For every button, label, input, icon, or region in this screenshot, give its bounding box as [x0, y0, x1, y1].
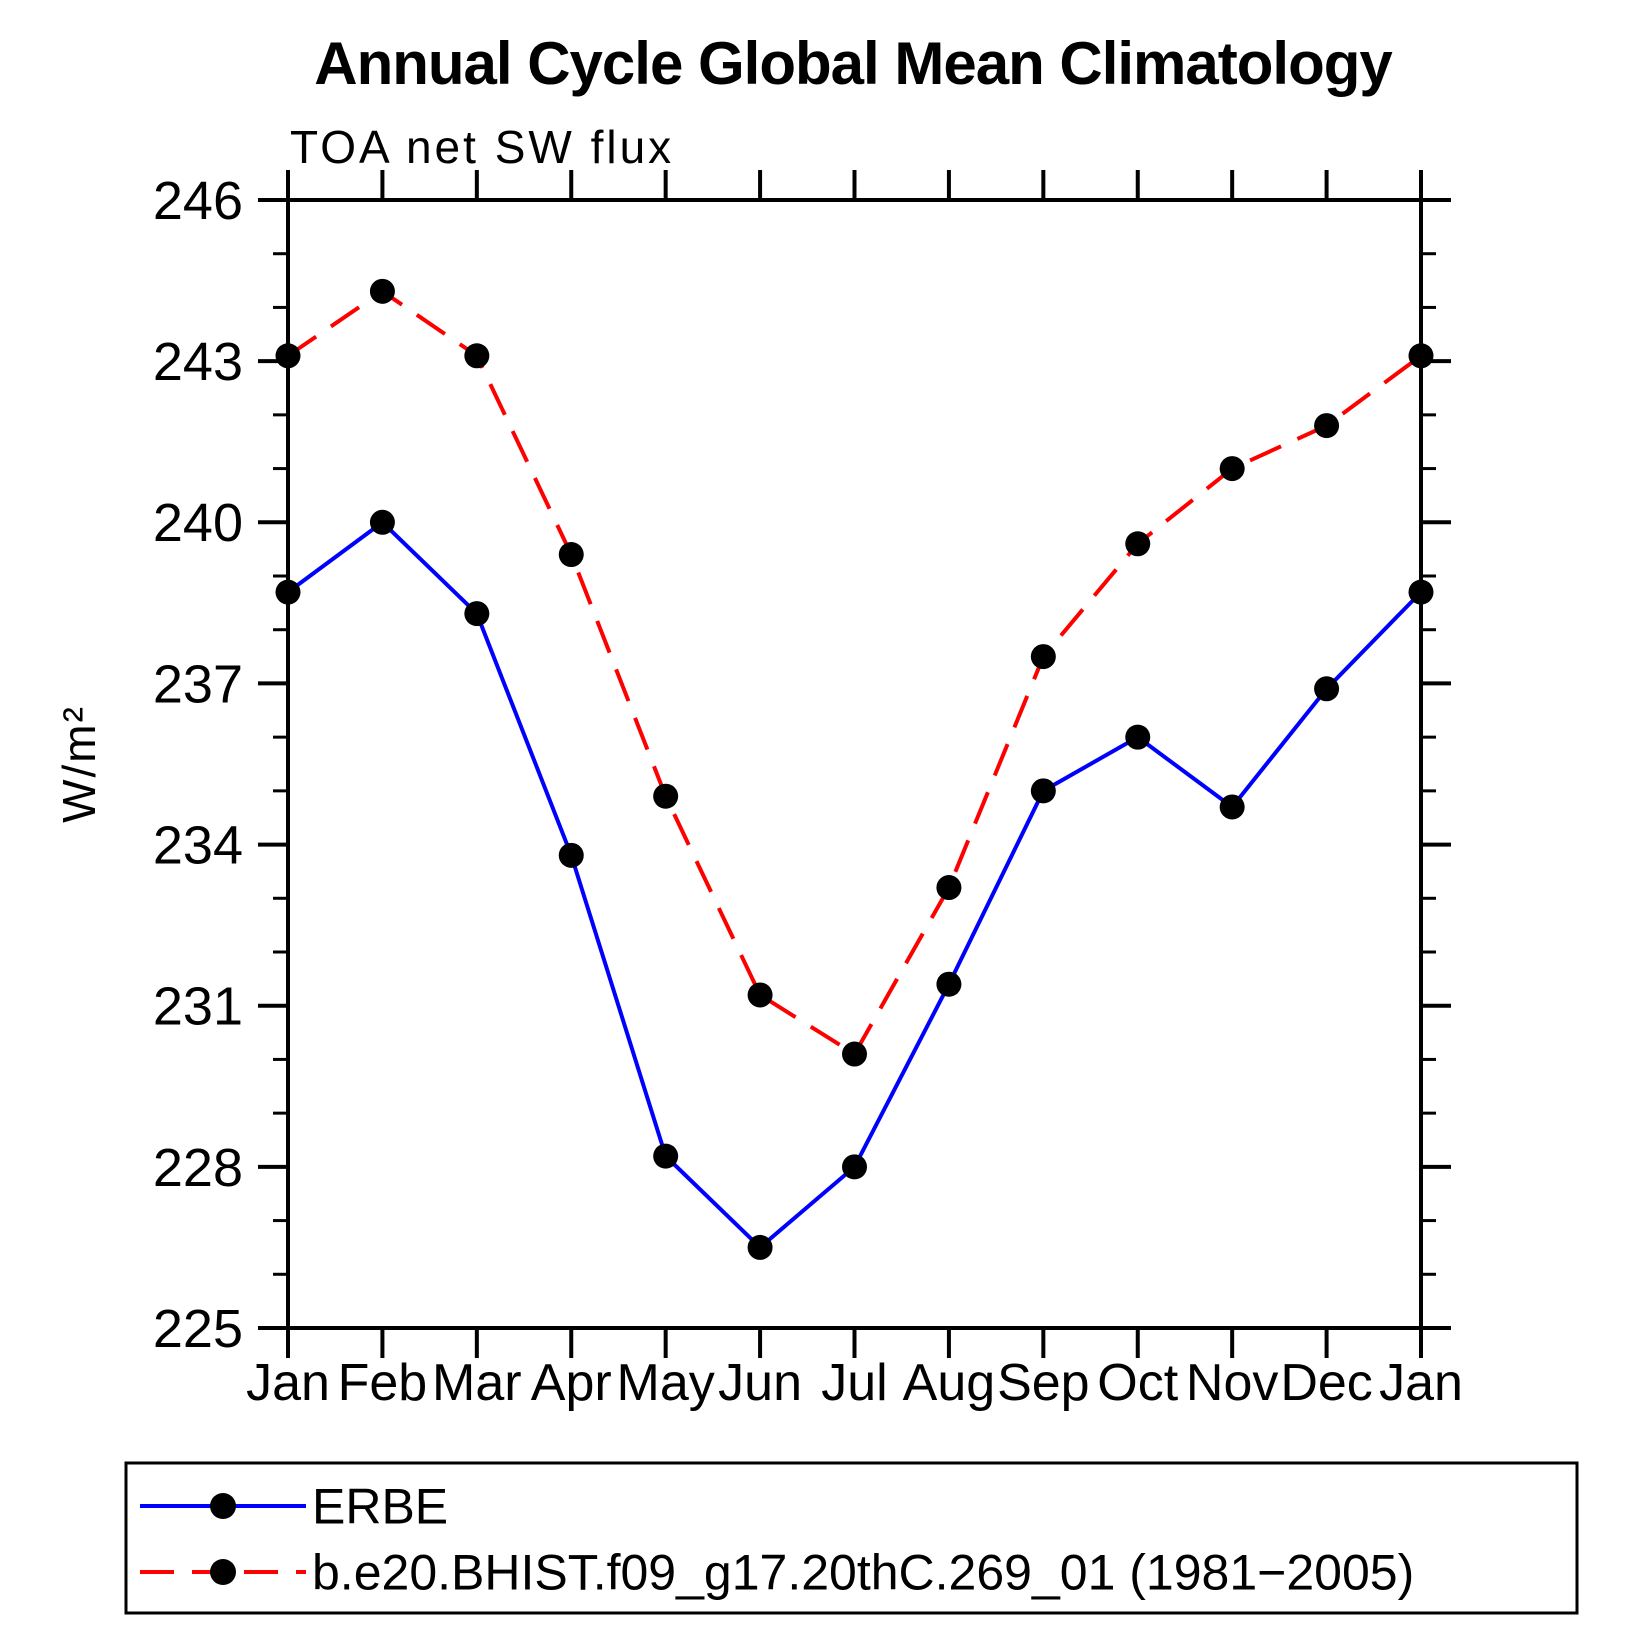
- data-point-model: [1125, 531, 1151, 557]
- data-point-erbe: [558, 842, 584, 868]
- y-tick-label: 234: [153, 815, 243, 875]
- data-point-model: [747, 982, 773, 1008]
- legend-item-erbe: ERBE: [140, 1479, 448, 1535]
- series-layer: [275, 278, 1434, 1260]
- x-tick-label: Apr: [531, 1354, 612, 1412]
- y-tick-label: 231: [153, 977, 243, 1037]
- data-point-erbe: [275, 579, 301, 605]
- y-tick-label: 237: [153, 654, 243, 714]
- x-tick-label: Oct: [1097, 1354, 1178, 1412]
- y-tick-label: 240: [153, 493, 243, 553]
- series-model: [275, 278, 1434, 1067]
- data-point-model: [558, 542, 584, 568]
- data-point-erbe: [747, 1234, 773, 1260]
- x-tick-label: May: [617, 1354, 715, 1412]
- data-point-erbe: [464, 601, 490, 627]
- data-point-erbe: [369, 509, 395, 535]
- y-tick-label: 246: [153, 171, 243, 231]
- data-point-model: [842, 1041, 867, 1067]
- x-tick-label: Jan: [246, 1354, 330, 1412]
- x-tick-label: Aug: [903, 1354, 996, 1412]
- data-point-model: [464, 343, 490, 369]
- data-point-erbe: [1030, 778, 1056, 804]
- x-tick-label: Sep: [997, 1354, 1090, 1412]
- chart-subtitle: TOA net SW flux: [290, 121, 674, 173]
- y-tick-label: 243: [153, 332, 243, 392]
- data-point-model: [653, 783, 679, 809]
- legend: ERBE b.e20.BHIST.f09_g17.20thC.269_01 (19…: [124, 1461, 1579, 1615]
- data-point-erbe: [842, 1154, 867, 1180]
- x-tick-label: Jan: [1379, 1354, 1463, 1412]
- data-point-erbe: [1219, 794, 1245, 820]
- legend-marker-erbe: [210, 1493, 236, 1519]
- y-tick-label: 228: [153, 1138, 243, 1198]
- series-line-model: [286, 288, 1423, 1057]
- x-tick-label: Jul: [821, 1354, 887, 1412]
- data-point-erbe: [1314, 676, 1340, 702]
- legend-label-erbe: ERBE: [312, 1479, 448, 1535]
- legend-item-model: b.e20.BHIST.f09_g17.20thC.269_01 (1981−2…: [140, 1545, 1414, 1601]
- data-point-model: [275, 343, 301, 369]
- legend-label-model: b.e20.BHIST.f09_g17.20thC.269_01 (1981−2…: [312, 1545, 1414, 1601]
- y-axis-title: W/m²: [53, 705, 105, 823]
- x-tick-label: Dec: [1280, 1354, 1372, 1412]
- data-point-erbe: [1125, 724, 1151, 750]
- data-point-model: [369, 278, 395, 304]
- data-point-erbe: [1408, 579, 1434, 605]
- legend-box: [124, 1461, 1579, 1615]
- data-point-model: [1030, 644, 1056, 670]
- series-line-erbe: [286, 519, 1423, 1251]
- y-tick-label: 225: [153, 1299, 243, 1359]
- data-point-model: [1314, 413, 1340, 439]
- data-point-erbe: [936, 971, 962, 997]
- x-tick-label: Jun: [718, 1354, 802, 1412]
- data-point-model: [1219, 456, 1245, 482]
- x-tick-label: Nov: [1186, 1354, 1278, 1412]
- data-point-model: [1408, 343, 1434, 369]
- x-tick-label: Feb: [338, 1354, 428, 1412]
- chart-title: Annual Cycle Global Mean Climatology: [314, 30, 1393, 97]
- x-tick-label: Mar: [432, 1354, 522, 1412]
- data-point-erbe: [653, 1143, 679, 1169]
- series-erbe: [275, 509, 1434, 1260]
- data-point-model: [936, 875, 962, 901]
- legend-marker-model: [210, 1559, 236, 1585]
